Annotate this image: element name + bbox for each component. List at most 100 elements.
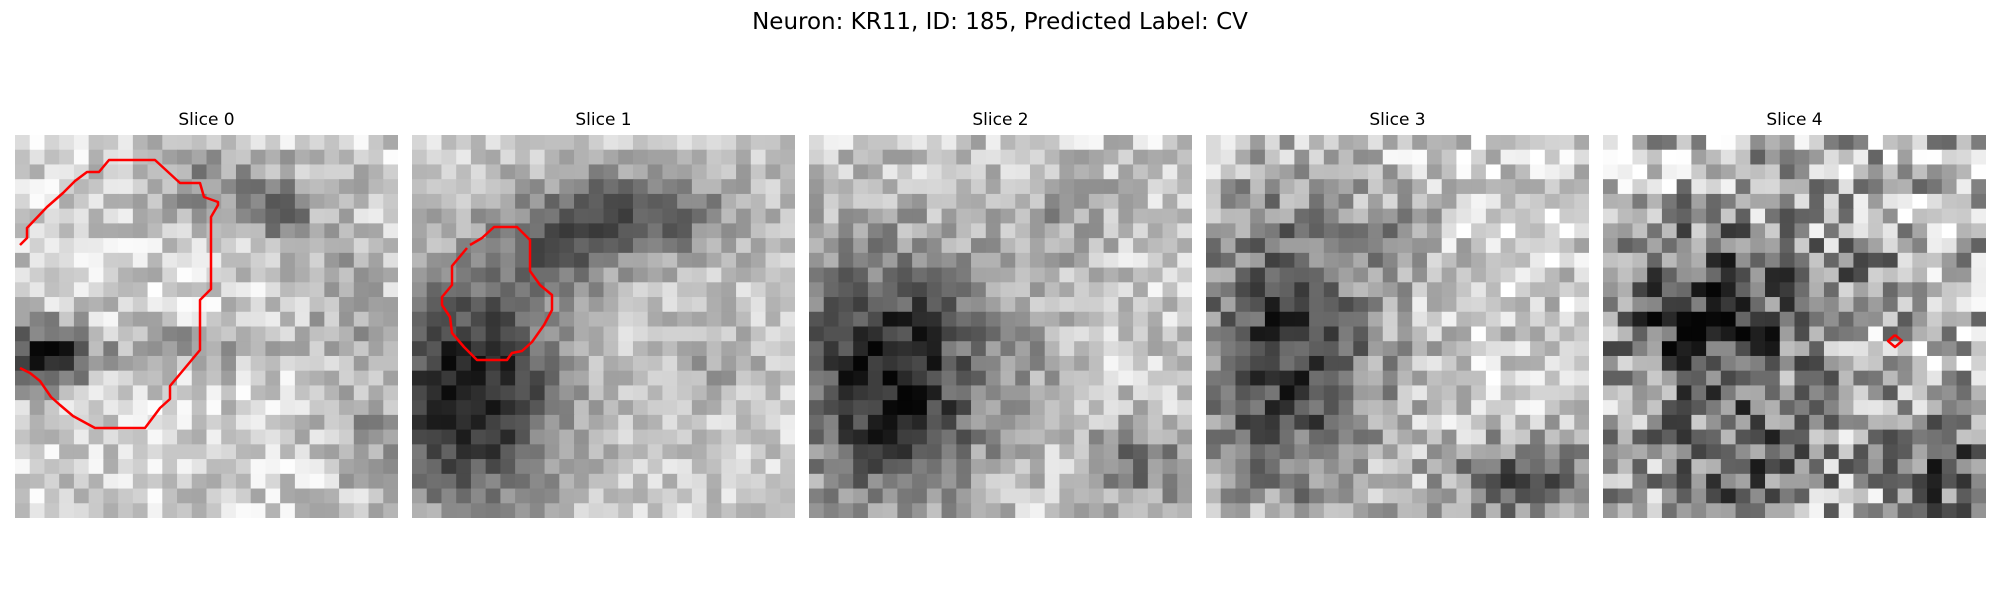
pixel [1309, 459, 1325, 475]
pixel [1691, 341, 1707, 357]
pixel [1500, 444, 1516, 460]
pixel [1971, 459, 1986, 475]
pixel [456, 267, 472, 283]
pixel [1720, 297, 1737, 313]
pixel [588, 459, 605, 475]
pixel [265, 282, 281, 298]
pixel [221, 297, 237, 313]
pixel [383, 223, 398, 239]
pixel [1691, 149, 1707, 166]
pixel [603, 179, 619, 195]
pixel [1353, 149, 1369, 166]
pixel [353, 429, 370, 445]
pixel [500, 282, 516, 298]
pixel [1779, 267, 1796, 283]
pixel [882, 193, 898, 210]
pixel [1617, 488, 1634, 504]
pixel [1632, 429, 1648, 445]
pixel [926, 179, 943, 195]
pixel [44, 459, 60, 475]
pixel [691, 311, 708, 328]
pixel [632, 252, 649, 269]
pixel [1647, 223, 1663, 239]
pixel [574, 267, 590, 283]
pixel [1353, 473, 1369, 490]
pixel [750, 444, 767, 460]
pixel [588, 385, 605, 401]
pixel [985, 370, 1002, 387]
pixel [206, 503, 222, 518]
pixel [29, 149, 46, 166]
pixel [603, 238, 619, 254]
pixel [926, 297, 943, 313]
pixel [1338, 414, 1354, 431]
pixel [1162, 311, 1178, 328]
pixel [1220, 282, 1237, 298]
pixel [265, 223, 281, 239]
pixel [1264, 473, 1281, 490]
pixel [1118, 267, 1134, 283]
pixel [1971, 179, 1986, 195]
pixel [662, 385, 678, 401]
pixel [1162, 444, 1178, 460]
pixel [559, 400, 575, 416]
pixel [1103, 267, 1119, 283]
pixel [1882, 135, 1899, 151]
pixel [206, 370, 222, 387]
pixel [574, 429, 590, 445]
pixel [677, 473, 693, 490]
pixel [412, 164, 428, 180]
pixel [544, 282, 560, 298]
pixel [162, 459, 178, 475]
pixel [485, 488, 501, 504]
pixel [765, 179, 781, 195]
pixel [985, 179, 1002, 195]
pixel [1500, 429, 1516, 445]
pixel [1133, 164, 1149, 180]
pixel [1426, 164, 1443, 180]
pixel [339, 341, 355, 357]
pixel [529, 164, 546, 180]
pixel [1897, 208, 1913, 224]
pixel [294, 459, 311, 475]
pixel [1044, 164, 1061, 180]
pixel [1220, 503, 1237, 518]
pixel [926, 355, 943, 372]
pixel [823, 311, 840, 328]
pixel [206, 473, 222, 490]
pixel [1750, 326, 1766, 342]
pixel [706, 297, 722, 313]
pixel [353, 252, 370, 269]
pixel [823, 297, 840, 313]
pixel [721, 370, 737, 387]
pixel [867, 473, 884, 490]
pixel [485, 429, 501, 445]
pixel [559, 326, 575, 342]
pixel [1559, 429, 1575, 445]
pixel [1382, 385, 1399, 401]
pixel [618, 135, 634, 151]
pixel [309, 193, 325, 210]
pixel [1500, 326, 1516, 342]
pixel [1133, 179, 1149, 195]
pixel [177, 223, 193, 239]
pixel [882, 385, 898, 401]
pixel [1868, 503, 1884, 518]
pixel [926, 488, 943, 504]
pixel [647, 223, 664, 239]
pixel [632, 208, 649, 224]
pixel [1868, 149, 1884, 166]
pixel [1912, 193, 1928, 210]
pixel [662, 193, 678, 210]
pixel [985, 473, 1002, 490]
pixel [1059, 135, 1075, 151]
pixel [1897, 326, 1913, 342]
pixel [1323, 326, 1340, 342]
pixel [1647, 503, 1663, 518]
pixel [691, 473, 708, 490]
pixel [118, 223, 134, 239]
pixel [162, 135, 178, 151]
pixel [29, 252, 46, 269]
pixel [1515, 208, 1531, 224]
pixel [1676, 488, 1692, 504]
